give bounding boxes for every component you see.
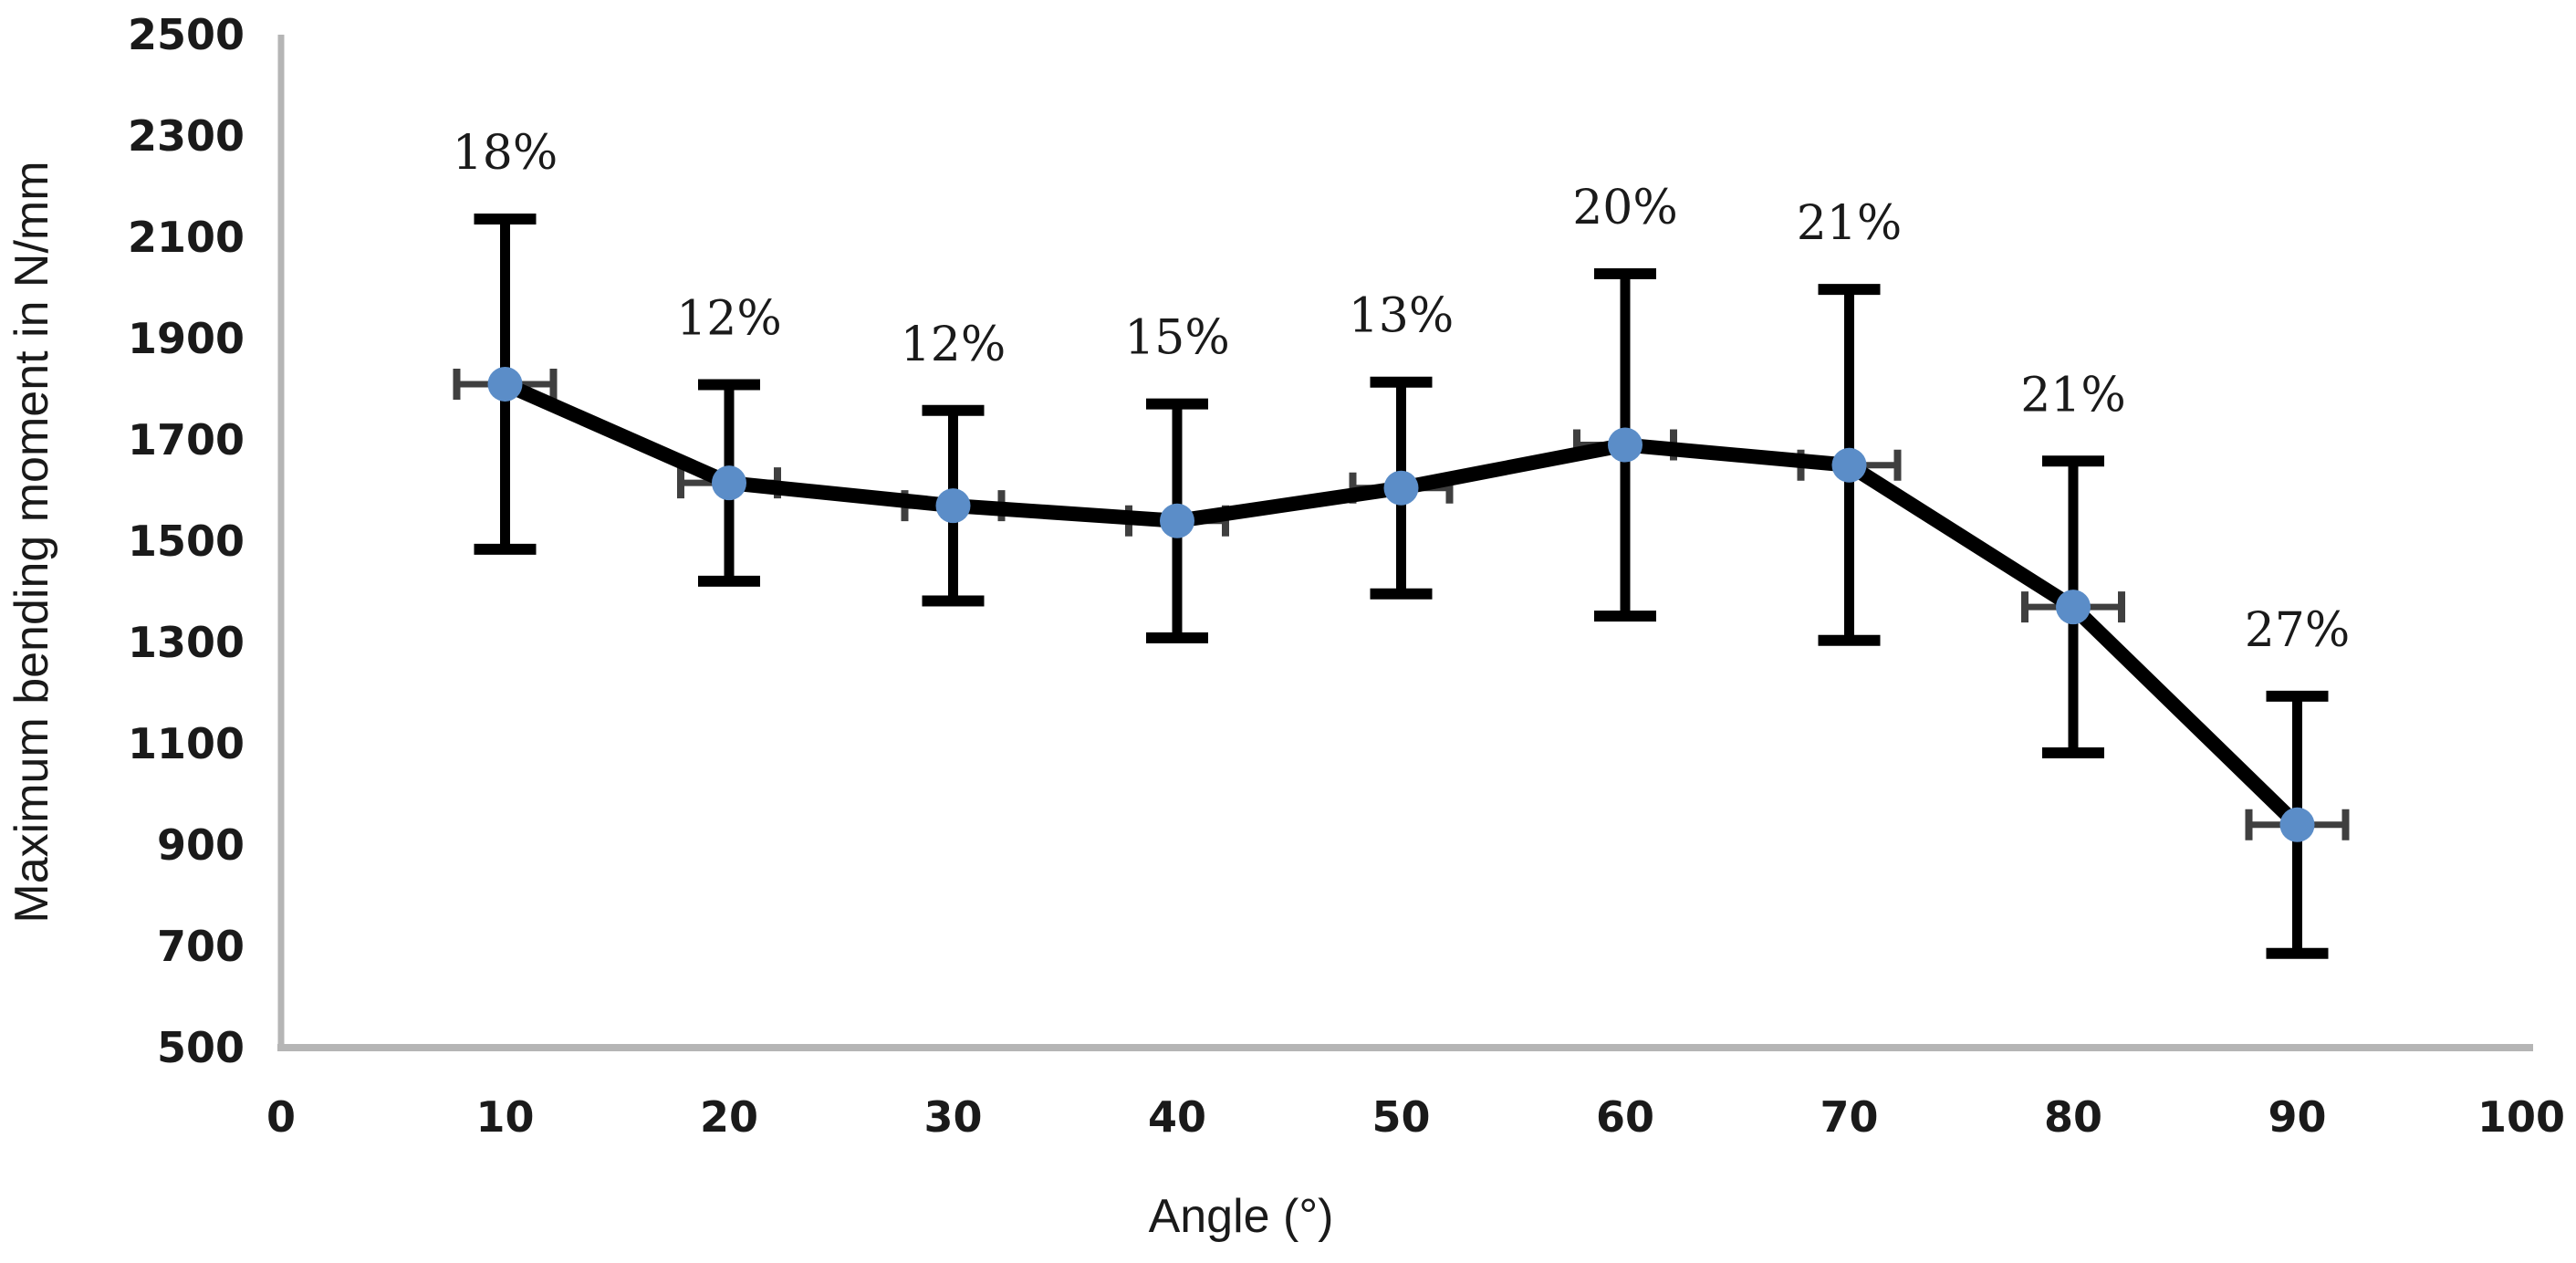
data-point-marker [1383, 470, 1419, 506]
y-tick-label: 2500 [128, 10, 245, 59]
point-percent-label: 18% [453, 126, 558, 181]
data-point-marker [2279, 807, 2315, 842]
data-point-marker [487, 366, 523, 402]
y-tick-label: 500 [157, 1023, 245, 1072]
point-percent-label: 21% [2020, 368, 2126, 423]
data-point-marker [2056, 590, 2091, 625]
y-tick-label: 2100 [128, 213, 245, 262]
x-tick-label: 20 [700, 1092, 758, 1142]
data-point-marker [935, 488, 971, 524]
data-point-marker [712, 465, 746, 501]
x-tick-label: 0 [266, 1092, 296, 1142]
x-tick-label: 50 [1371, 1092, 1430, 1142]
chart-generated-layer: 5007009001100130015001700190021002300250… [128, 10, 2565, 1142]
x-tick-label: 40 [1148, 1092, 1206, 1142]
x-tick-label: 80 [2044, 1092, 2102, 1142]
x-tick-label: 100 [2477, 1092, 2565, 1142]
y-tick-label: 900 [157, 820, 245, 870]
point-percent-label: 20% [1572, 181, 1678, 235]
x-tick-label: 10 [475, 1092, 534, 1142]
data-point-marker [1608, 427, 1643, 463]
point-percent-label: 13% [1349, 289, 1455, 344]
x-axis-title: Angle (°) [1149, 1190, 1334, 1243]
data-point-marker [1831, 447, 1867, 483]
y-tick-label: 1900 [128, 314, 245, 363]
point-percent-label: 12% [676, 292, 782, 347]
point-percent-label: 15% [1124, 311, 1230, 366]
y-tick-label: 1500 [128, 517, 245, 566]
point-percent-label: 12% [901, 318, 1006, 372]
y-tick-label: 1100 [128, 719, 245, 768]
data-point-marker [1160, 503, 1194, 538]
x-tick-label: 90 [2268, 1092, 2326, 1142]
x-tick-label: 30 [923, 1092, 982, 1142]
point-percent-label: 27% [2245, 603, 2351, 658]
x-tick-label: 60 [1596, 1092, 1654, 1142]
x-tick-label: 70 [1820, 1092, 1878, 1142]
y-tick-label: 2300 [128, 111, 245, 161]
point-percent-label: 21% [1797, 196, 1903, 251]
y-axis-title: Maximum bending moment in N/mm [5, 161, 58, 923]
y-tick-label: 700 [157, 922, 245, 971]
y-tick-label: 1300 [128, 618, 245, 667]
y-tick-label: 1700 [128, 415, 245, 464]
